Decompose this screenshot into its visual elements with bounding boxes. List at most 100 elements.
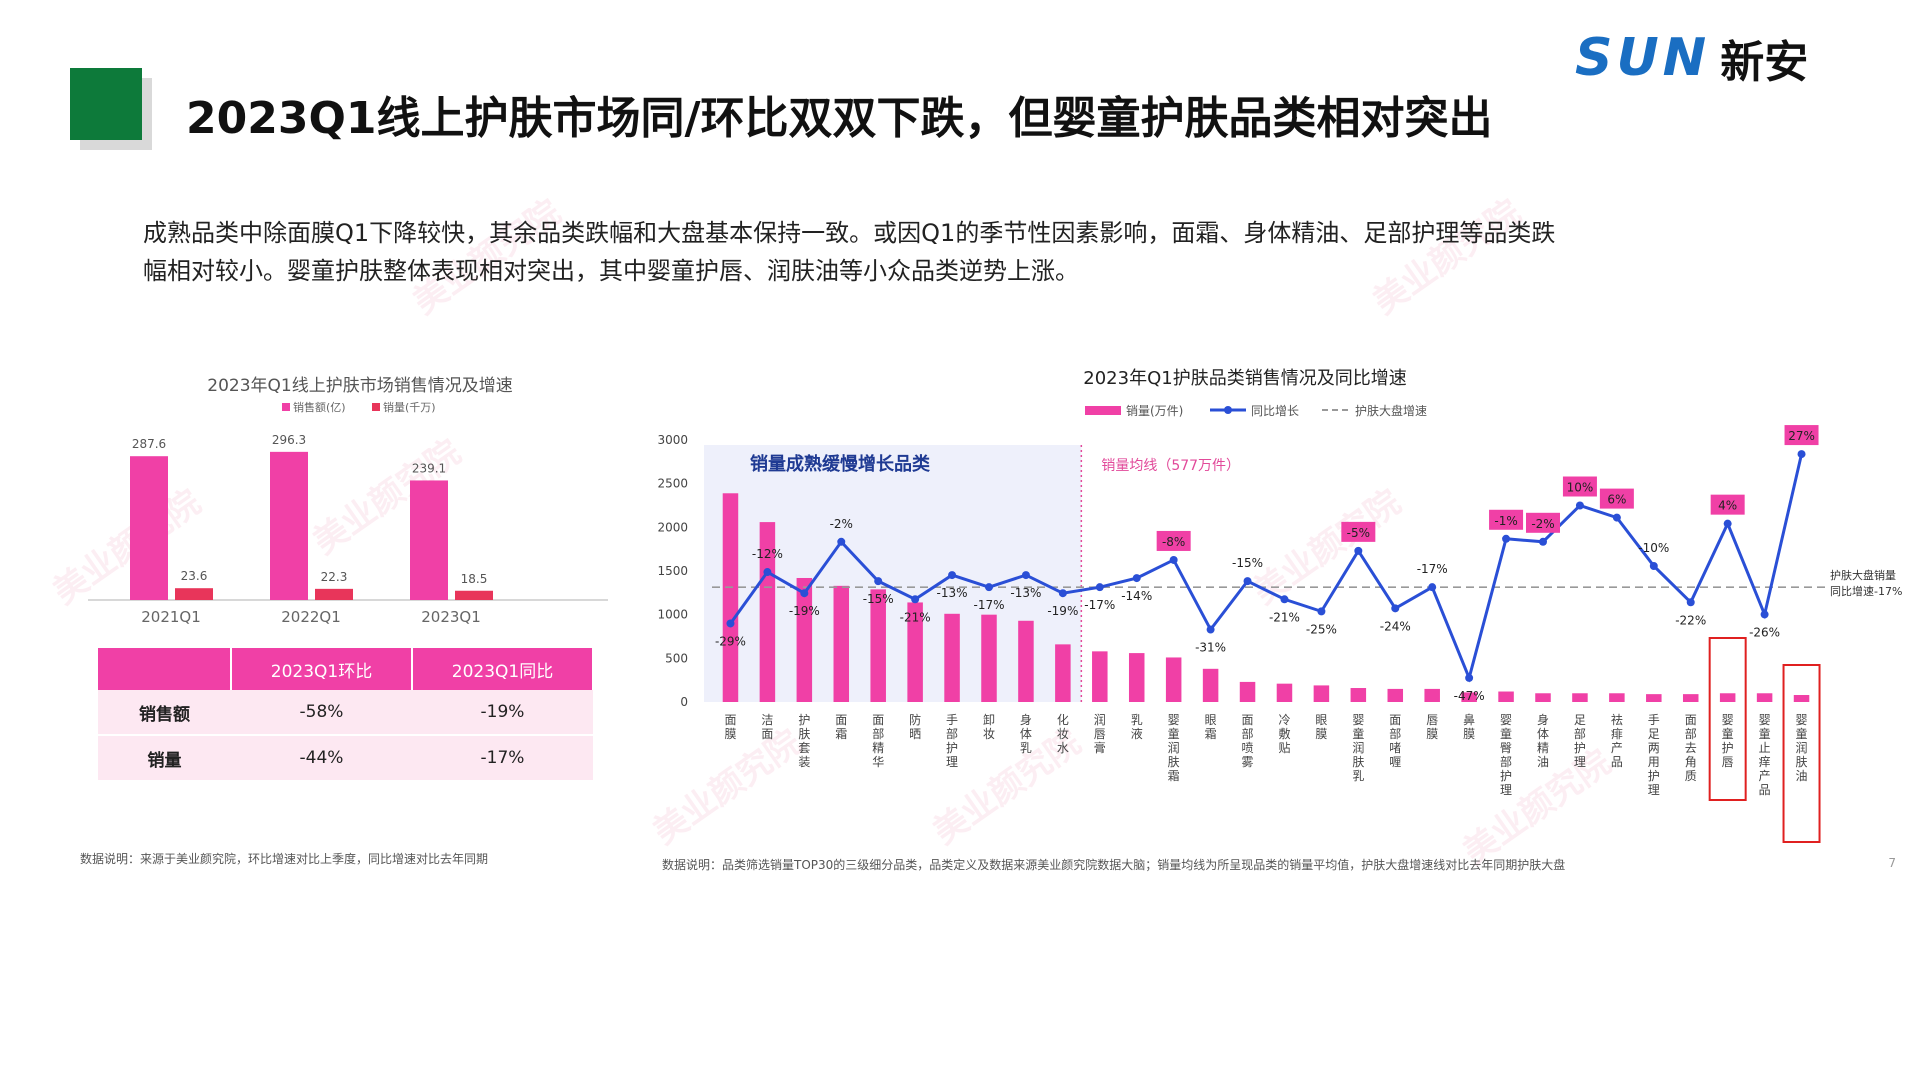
x-tick-label-char: 乳: [1020, 741, 1032, 755]
x-tick-label-char: 童: [1759, 726, 1771, 741]
growth-label: -29%: [715, 634, 746, 648]
x-tick-label-char: 童: [1722, 726, 1734, 741]
growth-point: [1539, 537, 1547, 546]
growth-point: [1317, 607, 1326, 616]
bar: [870, 589, 886, 702]
right-chart-title: 2023年Q1护肤品类销售情况及同比增速: [1083, 368, 1406, 389]
growth-label: 4%: [1718, 499, 1737, 513]
bar: [1756, 693, 1773, 702]
bar: [1276, 683, 1293, 702]
growth-label: -25%: [1306, 622, 1337, 636]
table-header-cell: [98, 648, 232, 690]
growth-label-box: [1562, 476, 1597, 497]
x-tick-label-char: 护: [946, 741, 958, 755]
x-tick-label-char: 乳: [1131, 713, 1143, 727]
growth-label-box: [1489, 509, 1524, 530]
growth-label: -8%: [1162, 535, 1185, 549]
x-tick-label-char: 婴: [1759, 713, 1771, 727]
x-tick-label-char: 贴: [1278, 741, 1290, 755]
x-tick-label-char: 身: [1020, 712, 1032, 727]
bar: [315, 588, 353, 600]
growth-label: -14%: [1121, 589, 1152, 603]
x-tick-label-char: 肤: [798, 726, 810, 741]
bar: [1424, 688, 1440, 702]
x-tick-label-char: 用: [1648, 755, 1660, 769]
x-tick-label-char: 啫: [1389, 741, 1401, 755]
left-legend-swatch-1: [282, 403, 290, 411]
x-tick-label-char: 面: [1685, 713, 1697, 727]
x-tick-label-char: 护: [1500, 769, 1512, 783]
x-tick-label-char: 手: [946, 713, 958, 727]
bar-value-label: 23.6: [181, 569, 208, 583]
x-tick-label-char: 祛: [1611, 713, 1623, 727]
growth-label: -21%: [1269, 610, 1300, 624]
x-tick-label-char: 鼻: [1463, 712, 1475, 727]
bar: [1609, 693, 1625, 702]
x-tick-label-char: 面: [761, 727, 773, 741]
bar: [1719, 693, 1736, 702]
x-tick-label-char: 膜: [1463, 727, 1475, 741]
x-tick-label-char: 肤: [1168, 754, 1180, 769]
growth-label: -19%: [1047, 604, 1078, 618]
x-tick-label-char: 臀: [1500, 741, 1512, 755]
x-tick-label-char: 部: [1574, 726, 1586, 741]
x-tick-label-char: 护: [1574, 741, 1586, 755]
table-header-cell: 2023Q1同比: [412, 648, 594, 690]
bar: [1461, 692, 1477, 702]
x-tick-label-char: 唇: [1722, 755, 1734, 769]
x-tick-label-char: 品: [1759, 783, 1771, 797]
page-title: 2023Q1线上护肤市场同/环比双双下跌，但婴童护肤品类相对突出: [186, 93, 1493, 144]
left-growth-table: 2023Q1环比 2023Q1同比 销售额 -58% -19% 销量 -44% …: [98, 648, 594, 782]
x-tick-label-char: 膏: [1094, 740, 1106, 755]
right-legend-swatch-bar: [1085, 406, 1121, 415]
growth-point: [1686, 598, 1695, 607]
growth-label: -24%: [1380, 619, 1411, 633]
bar: [1793, 695, 1810, 702]
growth-point: [948, 571, 957, 580]
growth-point: [1021, 571, 1030, 580]
bar: [1165, 657, 1182, 702]
growth-label: -17%: [1084, 598, 1115, 612]
company-logo: SUN 新安: [1575, 26, 1808, 90]
bar: [175, 588, 213, 600]
growth-line: [729, 453, 1803, 683]
x-tick-label-char: 部: [1500, 754, 1512, 769]
x-tick-label-char: 华: [872, 755, 884, 769]
x-tick-label-char: 婴: [1168, 713, 1180, 727]
x-tick-label-char: 部: [946, 726, 958, 741]
x-tick-label: 2023Q1: [421, 608, 481, 626]
right-legend-swatch-dot: [1224, 406, 1232, 414]
bar-value-label: 22.3: [321, 570, 348, 584]
x-tick-label-char: 喷: [1242, 741, 1254, 755]
growth-point: [1575, 501, 1584, 510]
left-chart: 2023年Q1线上护肤市场销售情况及增速 销售额(亿) 销量(千万) 287.6…: [88, 376, 608, 626]
bar: [759, 522, 776, 702]
x-tick-label-char: 防: [909, 712, 921, 727]
x-tick-label-char: 体: [1020, 727, 1032, 741]
x-tick-label-char: 童: [1168, 726, 1180, 741]
table-cell: -17%: [412, 735, 593, 782]
left-legend-label-2: 销量(千万): [383, 400, 436, 414]
highlight-box: [1782, 664, 1821, 843]
bar: [1202, 668, 1219, 702]
y-tick-label: 2500: [657, 477, 688, 491]
bar: [410, 480, 448, 600]
x-tick-label-char: 喱: [1389, 755, 1401, 769]
x-tick-label-char: 润: [1094, 713, 1106, 727]
bar: [270, 451, 308, 600]
x-tick-label: 2021Q1: [141, 608, 201, 626]
x-tick-label-char: 卸: [983, 712, 995, 727]
y-tick-label: 2000: [657, 520, 688, 534]
x-tick-label-char: 婴: [1796, 713, 1808, 727]
bar: [455, 590, 493, 600]
bar: [833, 585, 850, 702]
bar: [1350, 688, 1367, 702]
x-tick-label-char: 油: [1796, 769, 1808, 783]
x-tick-label-char: 足: [1574, 713, 1586, 727]
x-tick-label-char: 部: [872, 726, 884, 741]
growth-point: [874, 577, 883, 586]
x-tick-label-char: 护: [1722, 741, 1734, 755]
growth-label-box: [1341, 521, 1376, 542]
x-tick-label-char: 部: [1389, 726, 1401, 741]
x-tick-label-char: 妆: [983, 727, 995, 741]
